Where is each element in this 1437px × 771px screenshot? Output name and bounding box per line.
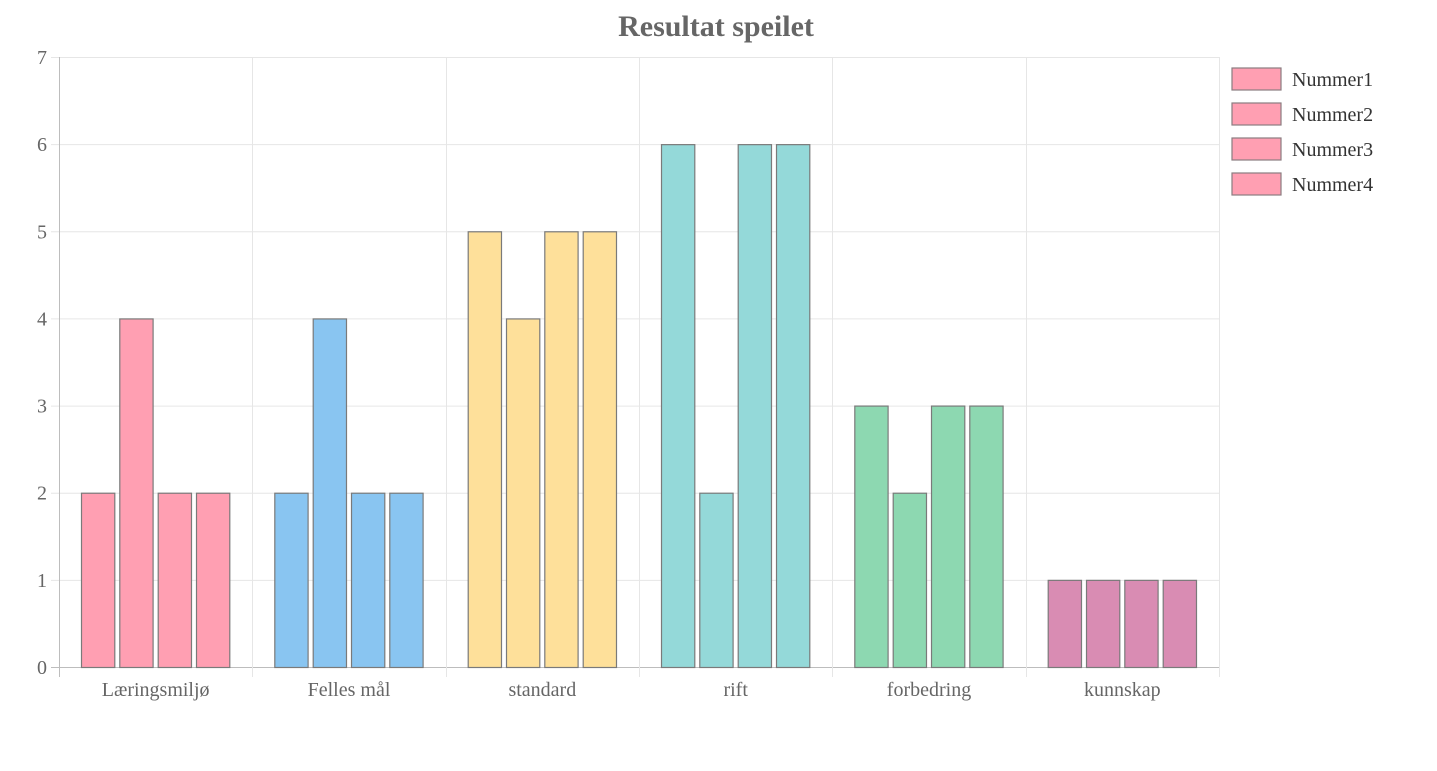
- legend-swatch[interactable]: [1231, 67, 1282, 91]
- bar[interactable]: [80, 492, 116, 669]
- y-tick-label: 2: [37, 483, 47, 505]
- bar[interactable]: [737, 144, 773, 669]
- bars: [80, 144, 1198, 669]
- y-tick-label: 0: [37, 657, 47, 679]
- bar[interactable]: [544, 231, 579, 669]
- x-tick-label: kunnskap: [1084, 679, 1161, 701]
- y-tick-label: 4: [37, 308, 47, 330]
- bar[interactable]: [119, 318, 154, 669]
- bar[interactable]: [699, 492, 734, 669]
- bar[interactable]: [157, 492, 193, 669]
- legend-swatch[interactable]: [1231, 172, 1282, 196]
- bar[interactable]: [930, 405, 966, 669]
- y-tick-label: 6: [37, 134, 47, 156]
- bar[interactable]: [350, 492, 386, 669]
- legend-label[interactable]: Nummer3: [1292, 139, 1373, 161]
- bar[interactable]: [660, 144, 696, 669]
- bar[interactable]: [274, 492, 309, 669]
- legend-label[interactable]: Nummer1: [1292, 69, 1373, 91]
- legend-swatch[interactable]: [1231, 137, 1282, 161]
- bar[interactable]: [1162, 579, 1198, 669]
- bar[interactable]: [389, 492, 424, 669]
- y-tick-label: 3: [37, 396, 47, 418]
- bar[interactable]: [892, 492, 928, 669]
- legend-label[interactable]: Nummer4: [1292, 174, 1373, 196]
- x-tick-label: Felles mål: [308, 679, 391, 701]
- bar[interactable]: [582, 231, 618, 669]
- x-tick-label: forbedring: [887, 679, 971, 701]
- x-tick-label: rift: [723, 679, 748, 701]
- x-tick-label: Læringsmiljø: [102, 679, 210, 701]
- chart-title: Resultat speilet: [618, 10, 814, 43]
- bar[interactable]: [775, 144, 811, 669]
- axes: 0 1 2 3 4 5 6 7 Læringsmiljø Felles mål standard ri…: [37, 47, 1161, 701]
- y-tick-label: 7: [37, 47, 47, 69]
- legend[interactable]: Nummer1 Nummer2 Nummer3 Nummer4: [1231, 67, 1373, 196]
- y-tick-label: 1: [37, 570, 47, 592]
- bar[interactable]: [1047, 579, 1083, 669]
- bar[interactable]: [969, 405, 1004, 669]
- x-tick-label: standard: [508, 679, 576, 701]
- legend-swatch[interactable]: [1231, 102, 1282, 126]
- bar[interactable]: [854, 405, 889, 669]
- bar[interactable]: [1124, 579, 1159, 669]
- legend-label[interactable]: Nummer2: [1292, 104, 1373, 126]
- bar[interactable]: [195, 492, 231, 669]
- y-tick-label: 5: [37, 221, 47, 243]
- bar[interactable]: [505, 318, 541, 669]
- bar[interactable]: [312, 318, 348, 669]
- grid-lines: [51, 57, 1220, 677]
- bar[interactable]: [467, 231, 503, 669]
- bar[interactable]: [1085, 579, 1121, 669]
